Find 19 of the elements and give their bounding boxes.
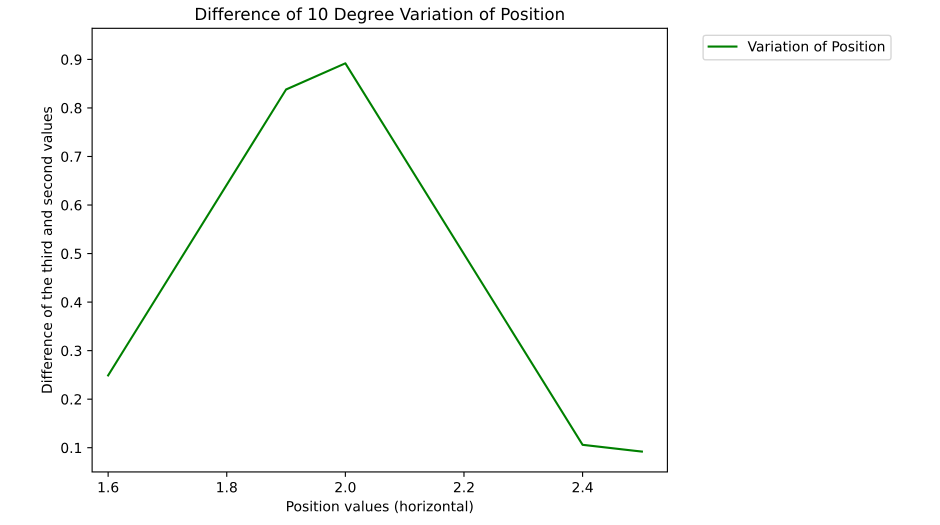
- y-tick-label: 0.1: [61, 442, 82, 454]
- y-tick-label: 0.8: [61, 102, 82, 114]
- y-tick-label: 0.6: [61, 200, 82, 210]
- y-axis-title: Difference of the third and second values: [41, 106, 52, 393]
- y-tick-label: 0.9: [61, 54, 82, 65]
- y-tick-label: 0.3: [61, 346, 82, 356]
- x-tick-label: 2.4: [572, 482, 593, 492]
- y-tick-label: 0.5: [61, 248, 82, 260]
- x-axis-title: Position values (horizontal): [287, 500, 473, 514]
- y-tick-label: 0.7: [61, 151, 82, 162]
- x-tick-label: 1.8: [217, 482, 237, 492]
- y-tick-label: 0.4: [61, 297, 82, 308]
- chart-title: Difference of 10 Degree Variation of Position: [196, 7, 564, 24]
- line-series: [107, 62, 643, 453]
- y-tick-label: 0.2: [61, 394, 82, 405]
- legend-label: Variation of Position: [748, 40, 884, 52]
- x-tick-label: 2.2: [454, 482, 474, 492]
- x-tick-label: 1.6: [98, 482, 118, 492]
- x-tick-label: 2.0: [335, 482, 356, 492]
